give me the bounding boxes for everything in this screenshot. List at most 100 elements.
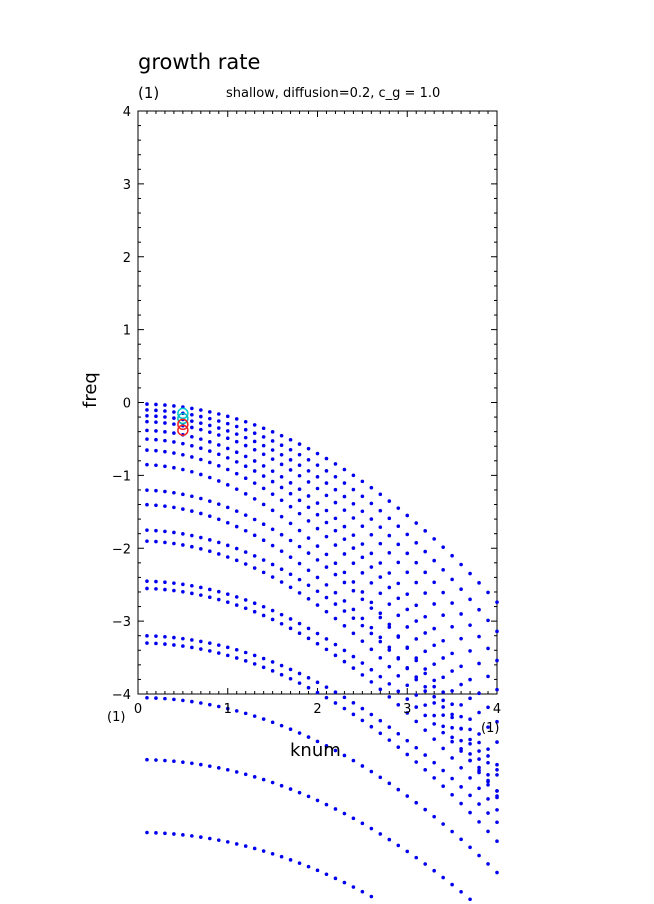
data-point bbox=[279, 723, 284, 728]
data-point bbox=[378, 775, 383, 780]
data-point bbox=[360, 639, 365, 643]
data-point bbox=[243, 427, 248, 432]
y-tick-label: 1 bbox=[123, 324, 131, 339]
data-point bbox=[181, 698, 185, 703]
data-point bbox=[306, 505, 311, 510]
highlight-marker bbox=[177, 407, 189, 420]
data-point bbox=[342, 570, 347, 575]
data-point bbox=[432, 580, 436, 585]
data-point bbox=[432, 643, 436, 648]
data-point bbox=[163, 403, 167, 407]
data-point bbox=[351, 607, 356, 612]
data-point bbox=[333, 462, 338, 466]
data-point bbox=[369, 769, 374, 774]
data-point bbox=[423, 649, 428, 654]
data-point bbox=[252, 609, 257, 614]
data-point bbox=[261, 717, 266, 721]
data-point bbox=[324, 552, 329, 557]
data-point bbox=[387, 725, 392, 729]
data-point bbox=[172, 697, 176, 702]
highlight-marker bbox=[177, 424, 189, 436]
data-point bbox=[252, 533, 257, 538]
data-point bbox=[423, 768, 428, 772]
data-point bbox=[181, 543, 185, 547]
data-point bbox=[297, 731, 302, 735]
data-point bbox=[199, 472, 203, 477]
data-point bbox=[405, 849, 410, 854]
data-point bbox=[333, 572, 338, 577]
data-point bbox=[243, 606, 248, 611]
data-point bbox=[414, 580, 419, 585]
data-point bbox=[234, 450, 239, 455]
data-point bbox=[181, 833, 185, 837]
data-point bbox=[468, 737, 472, 742]
data-point bbox=[315, 798, 320, 803]
x-tick-label: 2 bbox=[313, 702, 321, 717]
data-point bbox=[297, 452, 302, 457]
data-point bbox=[495, 870, 499, 875]
data-point bbox=[288, 787, 293, 791]
data-point bbox=[333, 876, 338, 881]
y-axis-label: freq bbox=[80, 372, 101, 408]
data-point bbox=[261, 849, 266, 853]
data-point bbox=[208, 836, 212, 841]
data-point bbox=[315, 690, 320, 695]
data-point bbox=[369, 667, 374, 672]
data-point bbox=[216, 419, 221, 423]
data-point bbox=[450, 553, 454, 558]
data-point bbox=[369, 826, 374, 831]
data-point bbox=[234, 595, 239, 599]
data-point bbox=[208, 595, 212, 599]
data-point bbox=[369, 532, 374, 537]
data-point bbox=[288, 458, 293, 462]
data-point bbox=[252, 662, 257, 666]
data-point bbox=[360, 479, 365, 484]
data-point bbox=[351, 666, 356, 670]
data-point bbox=[360, 821, 365, 826]
data-point bbox=[387, 645, 392, 650]
data-point bbox=[190, 406, 194, 411]
data-point bbox=[297, 463, 302, 468]
data-point bbox=[306, 794, 311, 799]
data-point bbox=[190, 533, 194, 538]
data-point bbox=[306, 626, 311, 631]
x-tick-label: 0 bbox=[134, 702, 142, 717]
data-point bbox=[351, 654, 356, 659]
data-point bbox=[297, 861, 302, 865]
data-point bbox=[252, 447, 257, 452]
data-point bbox=[208, 499, 212, 503]
data-point bbox=[495, 820, 499, 825]
data-point bbox=[486, 862, 490, 866]
data-point bbox=[252, 439, 257, 444]
data-point bbox=[369, 517, 374, 521]
data-point bbox=[423, 713, 428, 718]
data-point bbox=[172, 404, 176, 408]
data-point bbox=[306, 551, 311, 555]
data-point bbox=[261, 522, 266, 527]
data-point bbox=[414, 521, 419, 525]
data-point bbox=[351, 816, 356, 821]
data-point bbox=[378, 639, 383, 644]
data-point bbox=[342, 648, 347, 653]
data-point bbox=[306, 735, 311, 739]
data-point bbox=[279, 514, 284, 519]
data-point bbox=[225, 505, 230, 510]
data-point bbox=[315, 463, 320, 467]
data-point bbox=[351, 712, 356, 717]
data-point bbox=[396, 635, 401, 639]
data-point bbox=[199, 547, 203, 551]
data-point bbox=[432, 626, 436, 631]
data-point bbox=[405, 683, 410, 688]
data-point bbox=[306, 446, 311, 451]
data-point bbox=[405, 752, 410, 757]
data-point bbox=[145, 419, 149, 424]
data-point bbox=[243, 476, 248, 481]
data-point bbox=[414, 719, 419, 724]
data-point bbox=[450, 756, 454, 760]
data-point bbox=[432, 662, 436, 666]
data-point bbox=[486, 761, 490, 765]
data-point bbox=[154, 414, 158, 419]
data-point bbox=[333, 528, 338, 533]
data-point bbox=[154, 408, 158, 413]
data-point bbox=[324, 520, 329, 525]
